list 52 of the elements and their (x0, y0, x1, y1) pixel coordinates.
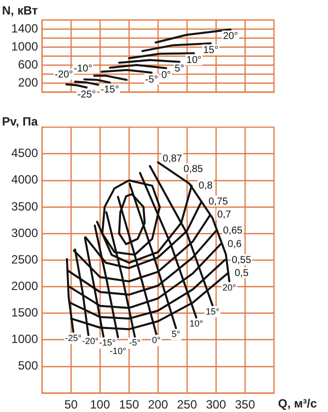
series-label: -25° (65, 332, 82, 343)
x-tick-label: 150 (118, 398, 140, 412)
y-axis-title: Pv, Па (2, 114, 38, 128)
series-label: 0,65 (223, 226, 243, 237)
series-label: 10° (186, 55, 202, 66)
y-tick-label: 500 (18, 358, 38, 373)
series-label: -5° (129, 338, 141, 348)
y-tick-label: 2500 (11, 252, 38, 266)
series-label: -10° (110, 346, 127, 356)
series-label: 0° (161, 70, 171, 81)
series-label: 0° (152, 334, 161, 345)
series-label: -15° (99, 338, 116, 348)
y-tick-label: 4500 (11, 146, 38, 160)
series-label: 15° (203, 45, 218, 56)
series-label: -20° (54, 69, 74, 80)
y-tick-label: 4000 (11, 172, 38, 187)
annotation: 0,85 (184, 164, 204, 176)
series-label: 0,8 (198, 180, 213, 192)
series-label: -5° (145, 74, 158, 86)
y-tick-label: 3000 (11, 226, 38, 240)
series-label: 0,6 (228, 238, 242, 250)
series-label: 0,75 (208, 196, 228, 208)
y-tick-label: 1500 (11, 306, 38, 320)
y-tick-label: 3500 (11, 199, 38, 214)
x-tick-label: 300 (206, 398, 226, 412)
series-label: 5° (172, 329, 181, 340)
y-tick-label: 600 (18, 57, 38, 72)
x-tick-label: 350 (234, 398, 256, 412)
series-label: 20° (222, 282, 237, 292)
x-tick-label: 100 (90, 398, 110, 412)
annotation: 0,87 (162, 154, 183, 165)
x-axis-title: Q, м³/с (278, 396, 318, 410)
series-label: 10° (189, 318, 204, 328)
series-label: -25° (77, 89, 96, 100)
series-label: -20° (82, 336, 100, 346)
y-axis-title: N, кВт (2, 3, 38, 18)
x-tick-label: 200 (148, 398, 168, 412)
series-label: 0,55 (232, 254, 252, 266)
x-tick-label: 250 (176, 398, 198, 412)
series-label: 5° (174, 64, 184, 75)
y-tick-label: 1400 (11, 21, 38, 36)
y-tick-label: 1000 (11, 39, 38, 54)
series-label: -15° (100, 84, 120, 96)
y-tick-label: 2000 (11, 278, 38, 293)
y-tick-label: 200 (18, 75, 38, 90)
x-tick-label: 50 (64, 398, 78, 412)
series-label: 0,7 (217, 210, 232, 221)
series-label: 0,5 (234, 268, 249, 280)
series-label: 20° (222, 31, 238, 42)
series-label: -10° (74, 64, 92, 75)
series-label: 15° (206, 306, 220, 316)
y-tick-label: 1000 (11, 332, 38, 346)
